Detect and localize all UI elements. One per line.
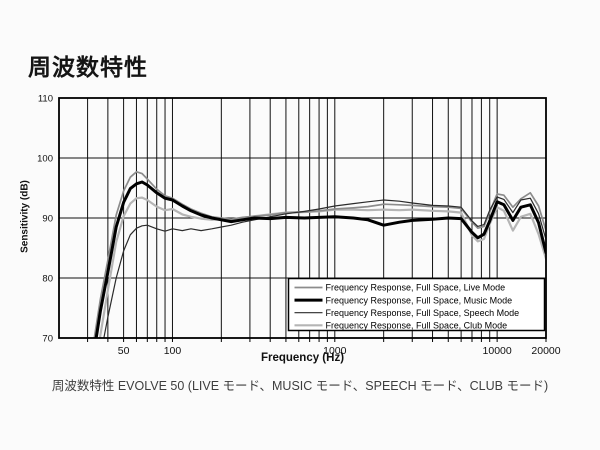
x-tick-label: 10000: [483, 345, 512, 357]
y-tick-label: 70: [42, 334, 53, 345]
y-axis-label: Sensitivity (dB): [19, 180, 31, 253]
x-axis-label: Frequency (Hz): [260, 352, 345, 364]
y-tick-label: 90: [42, 214, 53, 225]
x-tick-label: 1000: [323, 345, 347, 357]
y-tick-label: 100: [37, 154, 53, 165]
legend: Frequency Response, Full Space, Live Mod…: [287, 277, 546, 332]
plot-border: [58, 97, 547, 339]
series-lines: [93, 170, 546, 338]
y-tick-label: 110: [38, 94, 53, 105]
series-line-2: [103, 196, 546, 338]
chart-caption: 周波数特性 EVOLVE 50 (LIVE モード、MUSIC モード、SPEE…: [51, 379, 549, 393]
legend-label: Frequency Response, Full Space, Club Mod…: [326, 321, 508, 331]
legend-label: Frequency Response, Full Space, Speech M…: [326, 308, 520, 318]
page-title: 周波数特性: [28, 55, 148, 80]
y-tick-label: 80: [42, 274, 53, 285]
y-tick-labels: 110 100 90 80 70: [37, 94, 53, 345]
x-tick-label: 50: [118, 345, 130, 357]
legend-box: [287, 277, 546, 332]
x-tick-labels: 50 100 1000 10000 20000: [118, 345, 561, 357]
x-tick-label: 20000: [531, 345, 560, 357]
series-line-0: [93, 170, 546, 338]
frequency-response-chart: 110 100 90 80 70 50 100 1000 10000 20000 Frequency…: [37, 94, 561, 358]
series-line-1: [94, 180, 546, 338]
legend-label: Frequency Response, Full Space, Music Mo…: [326, 295, 513, 305]
x-tick-label: 100: [164, 345, 182, 357]
legend-label: Frequency Response, Full Space, Live Mod…: [326, 283, 506, 293]
